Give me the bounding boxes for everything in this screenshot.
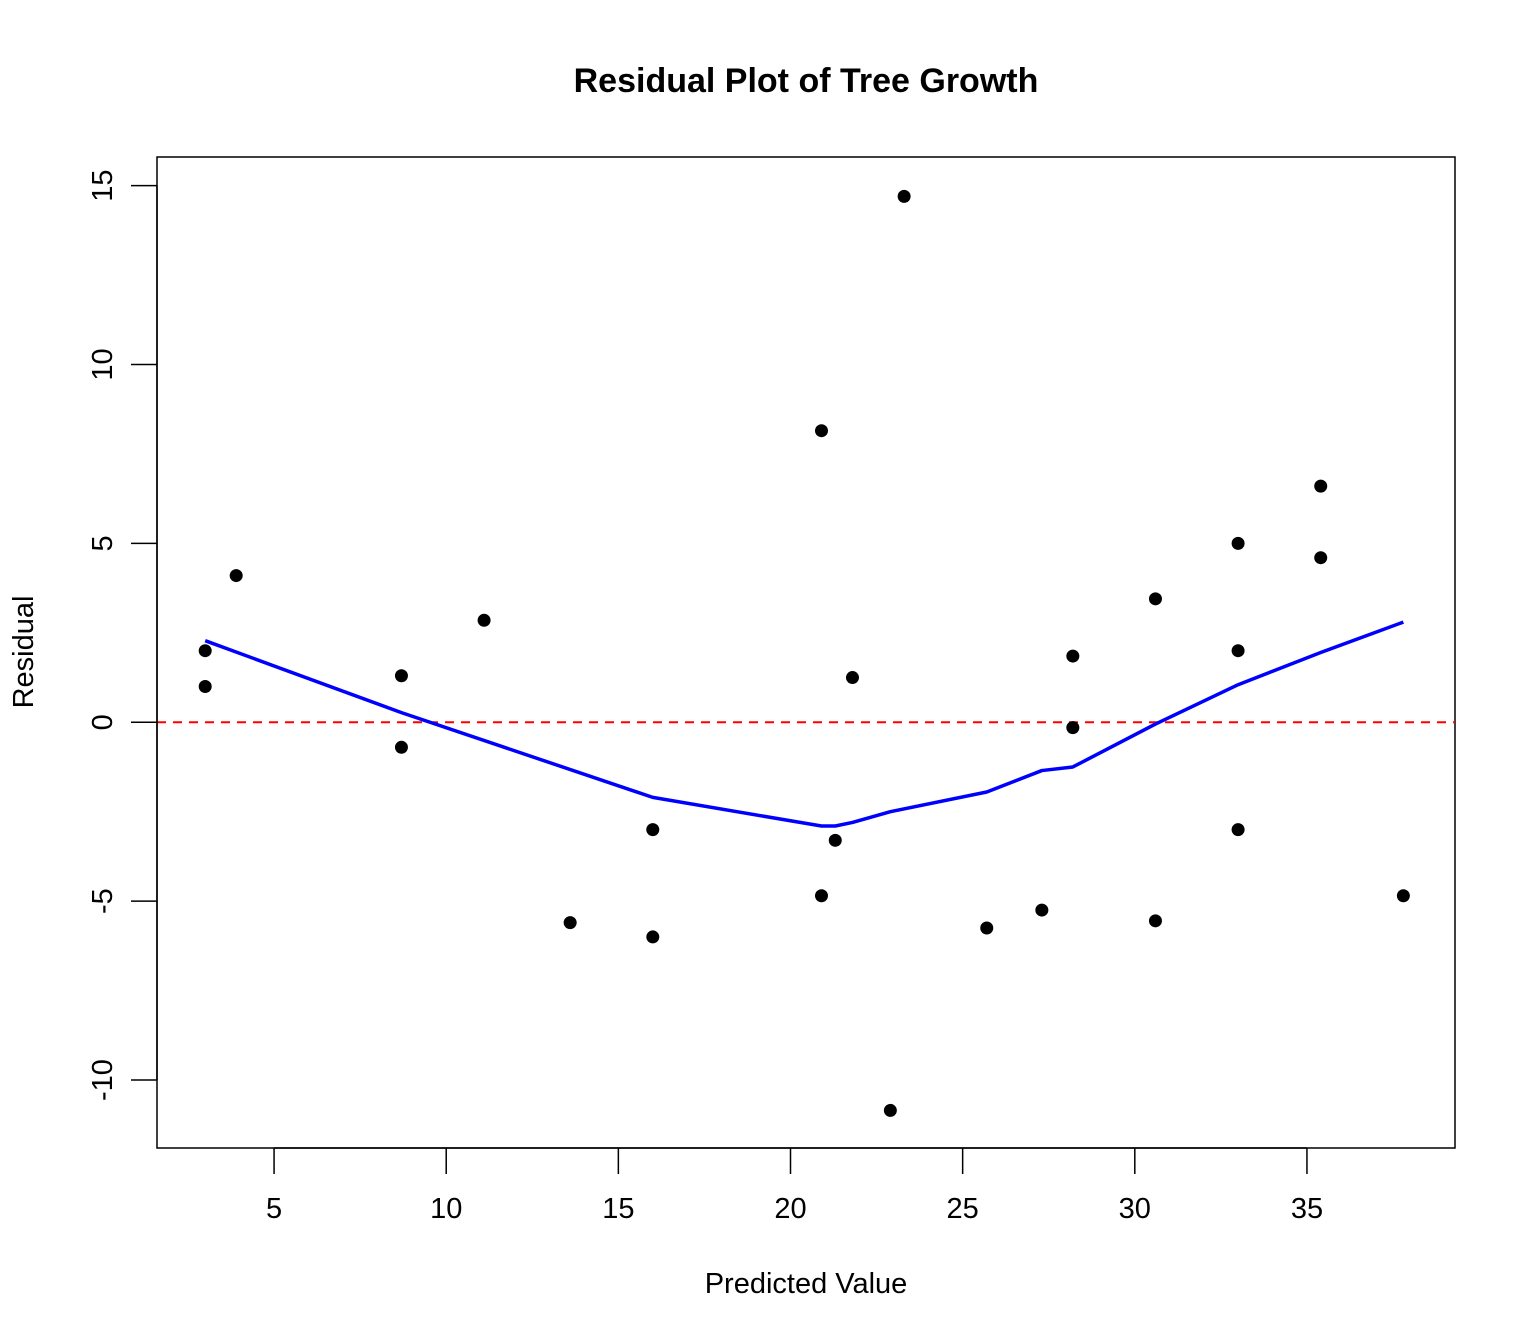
data-point (1231, 823, 1245, 837)
data-points-layer (198, 189, 1410, 1117)
x-axis-label: Predicted Value (705, 1268, 908, 1300)
x-axis: 5 10 15 20 25 30 35 (266, 1147, 1323, 1225)
data-point (1314, 479, 1328, 493)
data-point (845, 671, 859, 685)
data-point (1396, 889, 1410, 903)
data-point (1231, 536, 1245, 550)
x-tick-label: 15 (602, 1193, 634, 1225)
data-point (1314, 551, 1328, 565)
y-tick-label: 5 (87, 535, 119, 551)
y-tick-label: 10 (87, 348, 119, 380)
y-tick-label: 0 (87, 714, 119, 730)
data-point (1148, 914, 1162, 928)
data-point (828, 833, 842, 847)
data-point (394, 669, 408, 683)
data-point (646, 930, 660, 944)
x-tick-label: 35 (1291, 1193, 1323, 1225)
x-tick-label: 25 (947, 1193, 979, 1225)
data-point (980, 921, 994, 935)
data-point (563, 916, 577, 930)
data-point (883, 1103, 897, 1117)
y-axis-label: Residual (8, 596, 40, 709)
data-point (198, 679, 212, 693)
chart-title: Residual Plot of Tree Growth (574, 62, 1039, 100)
smooth-series-layer (204, 620, 1404, 828)
x-tick-label: 10 (430, 1193, 462, 1225)
data-point (198, 644, 212, 658)
y-tick-label: 15 (87, 169, 119, 201)
smooth-trend-line (204, 620, 1404, 828)
data-point (1231, 644, 1245, 658)
y-axis: -10 -5 0 5 10 15 (87, 169, 158, 1101)
data-point (814, 424, 828, 438)
data-point (1148, 592, 1162, 606)
data-point (1066, 721, 1080, 735)
data-point (897, 189, 911, 203)
data-point (477, 613, 491, 627)
data-point (814, 889, 828, 903)
y-tick-label: -10 (87, 1059, 119, 1101)
x-tick-label: 5 (266, 1193, 282, 1225)
x-tick-label: 20 (774, 1193, 806, 1225)
x-tick-label: 30 (1119, 1193, 1151, 1225)
data-point (646, 823, 660, 837)
data-point (1066, 649, 1080, 663)
y-tick-label: -5 (87, 888, 119, 914)
data-point (394, 740, 408, 754)
data-point (229, 569, 243, 583)
data-point (1035, 903, 1049, 917)
